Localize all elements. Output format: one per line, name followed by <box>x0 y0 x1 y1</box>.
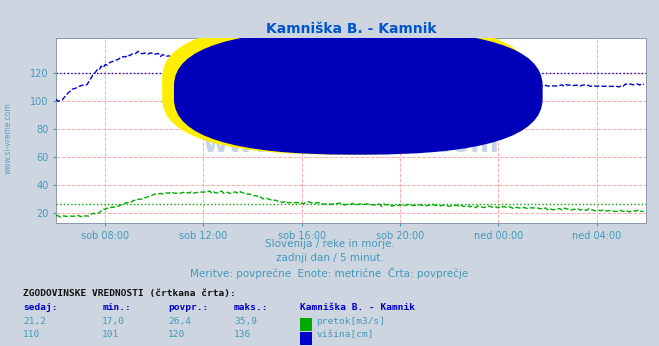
Text: ZGODOVINSKE VREDNOSTI (črtkana črta):: ZGODOVINSKE VREDNOSTI (črtkana črta): <box>23 289 236 298</box>
Text: zadnji dan / 5 minut.: zadnji dan / 5 minut. <box>275 253 384 263</box>
Text: 136: 136 <box>234 330 251 339</box>
Text: 110: 110 <box>23 330 40 339</box>
Text: Kamniška B. - Kamnik: Kamniška B. - Kamnik <box>300 303 415 312</box>
Text: Meritve: povprečne  Enote: metrične  Črta: povprečje: Meritve: povprečne Enote: metrične Črta:… <box>190 267 469 279</box>
Text: min.:: min.: <box>102 303 131 312</box>
Text: 120: 120 <box>168 330 185 339</box>
FancyBboxPatch shape <box>162 21 530 155</box>
Text: Slovenija / reke in morje.: Slovenija / reke in morje. <box>264 239 395 249</box>
Text: povpr.:: povpr.: <box>168 303 208 312</box>
Text: pretok[m3/s]: pretok[m3/s] <box>316 317 386 326</box>
Title: Kamniška B. - Kamnik: Kamniška B. - Kamnik <box>266 21 436 36</box>
Text: www.si-vreme.com: www.si-vreme.com <box>3 102 13 174</box>
FancyBboxPatch shape <box>174 30 542 155</box>
Polygon shape <box>351 77 366 99</box>
Text: 26,4: 26,4 <box>168 317 191 326</box>
Text: maks.:: maks.: <box>234 303 268 312</box>
Text: www.si-vreme.com: www.si-vreme.com <box>202 129 500 157</box>
Text: 35,9: 35,9 <box>234 317 257 326</box>
Text: 21,2: 21,2 <box>23 317 46 326</box>
Text: višina[cm]: višina[cm] <box>316 330 374 339</box>
Text: sedaj:: sedaj: <box>23 303 57 312</box>
Text: 17,0: 17,0 <box>102 317 125 326</box>
Text: 101: 101 <box>102 330 119 339</box>
